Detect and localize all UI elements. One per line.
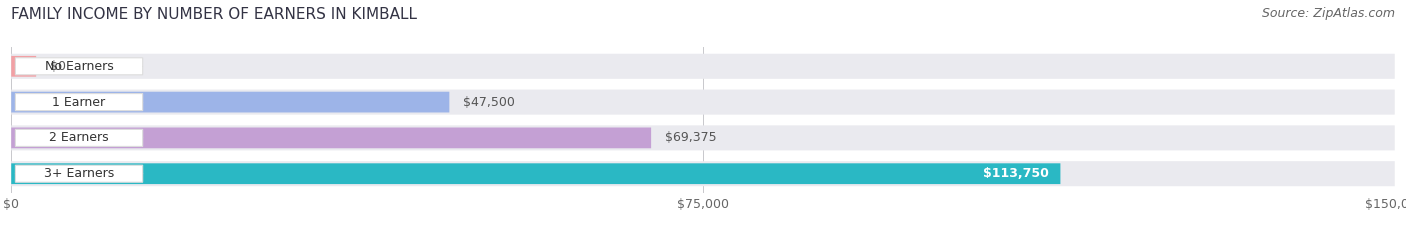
FancyBboxPatch shape [15, 58, 142, 75]
Text: $0: $0 [51, 60, 66, 73]
FancyBboxPatch shape [11, 54, 1395, 79]
FancyBboxPatch shape [11, 125, 1395, 151]
Text: $47,500: $47,500 [463, 96, 515, 109]
FancyBboxPatch shape [11, 161, 1395, 186]
FancyBboxPatch shape [11, 56, 37, 77]
FancyBboxPatch shape [11, 163, 1060, 184]
Text: $113,750: $113,750 [983, 167, 1049, 180]
Text: 1 Earner: 1 Earner [52, 96, 105, 109]
Text: 2 Earners: 2 Earners [49, 131, 108, 144]
FancyBboxPatch shape [15, 129, 142, 146]
FancyBboxPatch shape [15, 165, 142, 182]
Text: No Earners: No Earners [45, 60, 114, 73]
FancyBboxPatch shape [11, 89, 1395, 115]
FancyBboxPatch shape [15, 94, 142, 111]
Text: Source: ZipAtlas.com: Source: ZipAtlas.com [1261, 7, 1395, 20]
Text: 3+ Earners: 3+ Earners [44, 167, 114, 180]
Text: FAMILY INCOME BY NUMBER OF EARNERS IN KIMBALL: FAMILY INCOME BY NUMBER OF EARNERS IN KI… [11, 7, 418, 22]
FancyBboxPatch shape [11, 92, 450, 113]
Text: $69,375: $69,375 [665, 131, 717, 144]
FancyBboxPatch shape [11, 127, 651, 148]
